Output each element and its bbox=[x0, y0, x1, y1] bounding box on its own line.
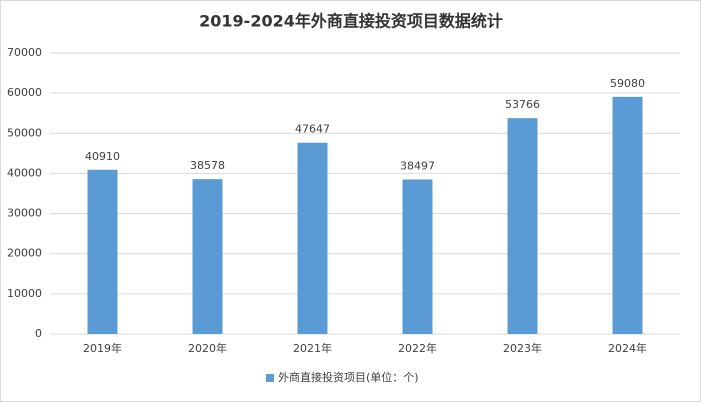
x-tick-label: 2024年 bbox=[608, 341, 647, 355]
bar bbox=[612, 96, 643, 334]
x-tick-label: 2022年 bbox=[398, 341, 437, 355]
data-label: 38497 bbox=[400, 159, 435, 172]
legend-label: 外商直接投资项目(单位：个) bbox=[278, 370, 419, 384]
y-tick-label: 0 bbox=[35, 327, 42, 340]
y-tick-label: 10000 bbox=[7, 287, 42, 300]
bar bbox=[87, 169, 118, 334]
y-tick-label: 50000 bbox=[7, 126, 42, 139]
data-label: 47647 bbox=[295, 123, 330, 136]
x-tick-label: 2019年 bbox=[83, 341, 122, 355]
x-tick-label: 2023年 bbox=[503, 341, 542, 355]
chart-title: 2019-2024年外商直接投资项目数据统计 bbox=[199, 12, 503, 31]
bar bbox=[297, 142, 328, 334]
bar bbox=[507, 118, 538, 335]
bar bbox=[192, 179, 223, 334]
data-label: 38578 bbox=[190, 159, 225, 172]
x-tick-label: 2021年 bbox=[293, 341, 332, 355]
data-label: 53766 bbox=[505, 98, 540, 111]
y-tick-label: 40000 bbox=[7, 166, 42, 179]
bar bbox=[402, 179, 433, 334]
y-tick-label: 70000 bbox=[7, 46, 42, 59]
x-tick-label: 2020年 bbox=[188, 341, 227, 355]
data-label: 59080 bbox=[610, 77, 645, 90]
data-label: 40910 bbox=[85, 150, 120, 163]
y-tick-label: 20000 bbox=[7, 247, 42, 260]
y-tick-label: 30000 bbox=[7, 207, 42, 220]
legend-swatch bbox=[266, 374, 274, 382]
y-tick-label: 60000 bbox=[7, 86, 42, 99]
